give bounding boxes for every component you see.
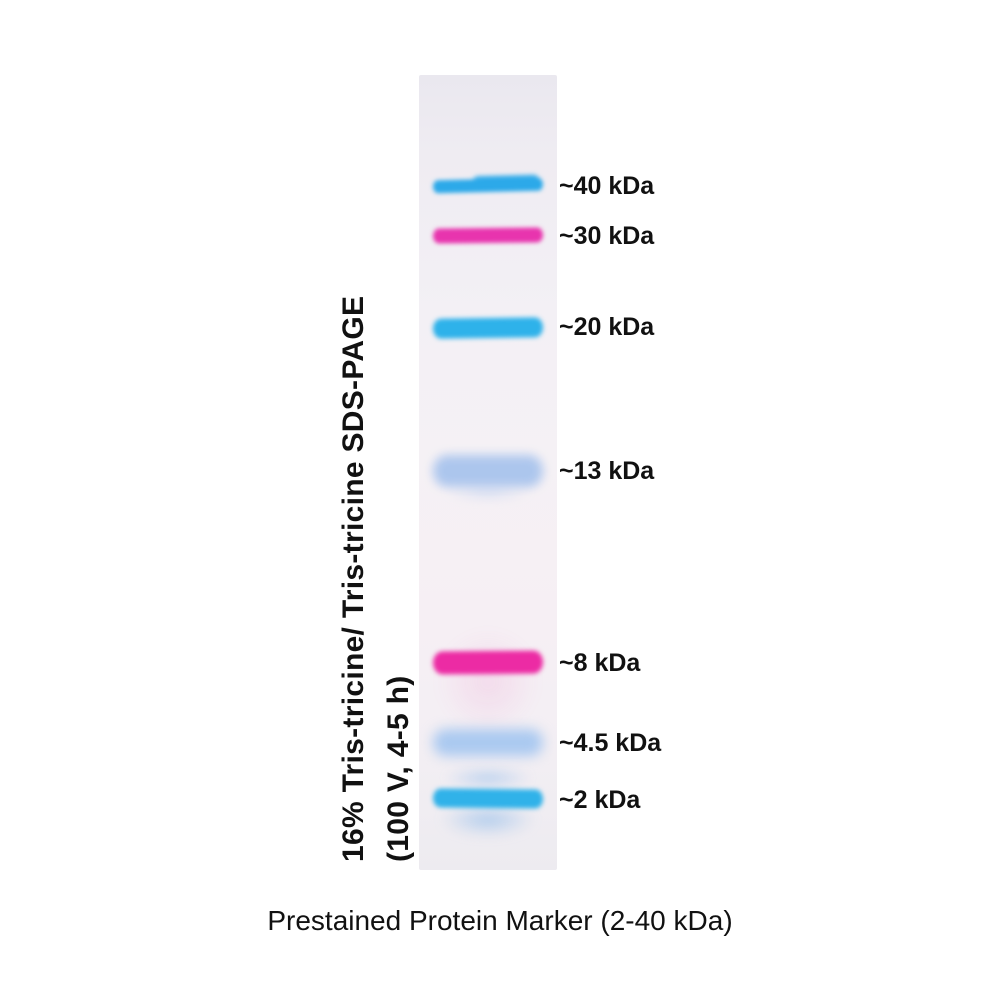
mw-label-13kda: ~13 kDa	[559, 457, 655, 485]
figure-caption: Prestained Protein Marker (2-40 kDa)	[267, 905, 733, 936]
mw-label-30kda: ~30 kDa	[559, 222, 655, 250]
gel-conditions-label-line2: (100 V, 4-5 h)	[382, 675, 415, 862]
band-4-5kda	[433, 729, 543, 756]
mw-label-4-5kda: ~4.5 kDa	[559, 729, 662, 757]
mw-label-8kda: ~8 kDa	[559, 649, 641, 677]
band-40kda	[432, 177, 544, 194]
gel-lane	[419, 75, 557, 870]
band-8kda	[432, 650, 544, 675]
band-30kda	[432, 227, 544, 244]
gel-conditions-label-line1: 16% Tris-tricine/ Tris-tricine SDS-PAGE	[337, 295, 370, 862]
band-20kda	[432, 317, 544, 339]
pink-tint-smear	[429, 621, 547, 731]
diffuse-smear	[429, 765, 547, 791]
band-13kda	[433, 455, 543, 487]
mw-label-20kda: ~20 kDa	[559, 313, 655, 341]
mw-label-40kda: ~40 kDa	[559, 172, 655, 200]
mw-label-2kda: ~2 kDa	[559, 786, 641, 814]
diffuse-smear	[429, 807, 547, 843]
band-2kda	[432, 788, 544, 809]
